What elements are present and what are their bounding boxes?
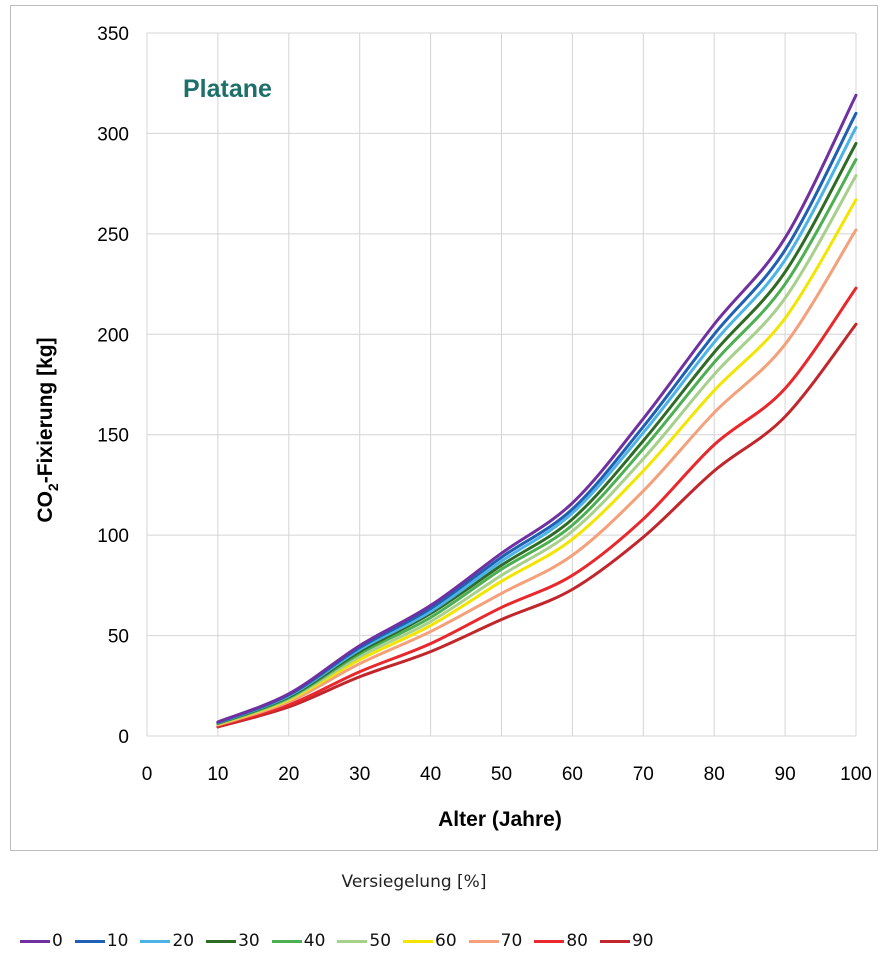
series-line-90 xyxy=(216,322,858,729)
series-line-60 xyxy=(216,198,858,726)
y-tick-label: 300 xyxy=(97,124,129,145)
legend-label: 90 xyxy=(631,931,654,951)
line-chart: 0 50 100 150 200 250 300 350 0 10 20 30 40 50 60 70 80 90… xyxy=(34,24,872,831)
legend-label: 40 xyxy=(303,931,326,951)
x-tick-label: 40 xyxy=(420,764,441,785)
series-line-80 xyxy=(216,286,858,728)
legend-item-90: 90 xyxy=(599,931,666,951)
legend-item-10: 10 xyxy=(74,931,141,951)
y-axis-label-subscript: 2 xyxy=(45,483,61,491)
legend-item-40: 40 xyxy=(271,931,338,951)
x-tick-label: 100 xyxy=(840,764,872,785)
legend-label: 20 xyxy=(172,931,195,951)
legend-label: 80 xyxy=(566,931,588,951)
x-tick-label: 60 xyxy=(562,764,583,785)
legend-item-60: 60 xyxy=(403,931,469,951)
axes: 0 50 100 150 200 250 300 350 0 10 20 30 40 50 60 70 80 90… xyxy=(97,24,872,785)
legend-label: 0 xyxy=(52,931,63,951)
legend-item-50: 50 xyxy=(337,931,403,951)
legend-item-0: 0 xyxy=(20,931,75,951)
x-tick-label: 0 xyxy=(142,764,153,785)
legend-label: 10 xyxy=(106,931,129,951)
legend-label: 60 xyxy=(435,931,457,951)
y-axis-label: CO2-Fixierung [kg] xyxy=(34,337,61,522)
chart-title: Platane xyxy=(183,75,272,103)
legend-swatch xyxy=(206,939,237,943)
y-axis-label-rest: -Fixierung [kg] xyxy=(34,337,57,483)
x-tick-label: 50 xyxy=(491,764,512,785)
legend-swatch xyxy=(271,939,302,943)
legend-item-30: 30 xyxy=(206,931,272,951)
legend-item-20: 20 xyxy=(140,931,206,951)
legend-label: 70 xyxy=(500,931,523,951)
legend-swatch xyxy=(534,939,565,943)
x-tick-label: 20 xyxy=(278,764,299,785)
series-line-10 xyxy=(216,111,858,724)
legend: 0 10 20 30 40 50 60 70 80 90 xyxy=(20,928,666,954)
legend-swatch xyxy=(140,939,171,943)
legend-swatch xyxy=(468,939,499,943)
x-axis-label: Alter (Jahre) xyxy=(438,808,562,831)
y-tick-label: 50 xyxy=(108,627,129,648)
legend-swatch xyxy=(599,939,630,943)
series-line-0 xyxy=(216,93,858,724)
legend-swatch xyxy=(337,939,368,943)
series-line-70 xyxy=(216,228,858,727)
y-axis-label-main: CO xyxy=(34,491,57,523)
legend-title: Versiegelung [%] xyxy=(341,872,487,892)
legend-swatch xyxy=(403,939,434,943)
y-tick-label: 200 xyxy=(97,325,129,346)
x-tick-label: 70 xyxy=(633,764,654,785)
legend-swatch xyxy=(74,939,105,943)
y-tick-label: 100 xyxy=(97,526,129,547)
x-tick-label: 30 xyxy=(349,764,370,785)
series-line-50 xyxy=(216,174,858,726)
legend-label: 50 xyxy=(369,931,392,951)
y-tick-label: 0 xyxy=(118,727,129,748)
series-line-40 xyxy=(216,158,858,726)
legend-label: 30 xyxy=(238,931,260,951)
x-tick-label: 90 xyxy=(775,764,796,785)
x-tick-label: 10 xyxy=(207,764,228,785)
gridlines xyxy=(146,32,857,737)
chart-frame xyxy=(10,5,878,851)
series-line-20 xyxy=(216,125,858,725)
x-tick-label: 80 xyxy=(704,764,725,785)
legend-swatch xyxy=(20,939,50,943)
y-tick-label: 350 xyxy=(97,24,129,45)
y-tick-label: 150 xyxy=(97,426,129,447)
series-lines xyxy=(216,93,858,729)
legend-item-70: 70 xyxy=(468,931,535,951)
legend-item-80: 80 xyxy=(534,931,600,951)
series-line-30 xyxy=(216,141,858,725)
y-tick-label: 250 xyxy=(97,225,129,246)
